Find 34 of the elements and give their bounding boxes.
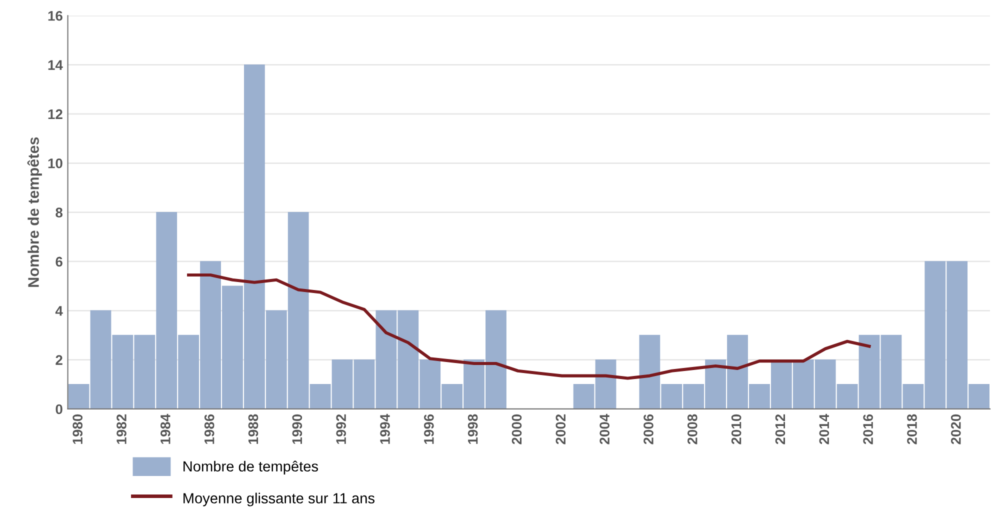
y-tick-label: 8 bbox=[56, 208, 63, 218]
x-tick-label: 1992 bbox=[336, 414, 346, 444]
x-tick-label: 2000 bbox=[512, 414, 522, 444]
x-tick-label: 2010 bbox=[731, 414, 742, 444]
x-tick-label: 1984 bbox=[160, 414, 170, 444]
x-tick-label: 2012 bbox=[775, 414, 786, 444]
y-tick-label: 16 bbox=[48, 10, 62, 21]
x-tick-label: 1982 bbox=[116, 414, 126, 444]
x-tick-label: 2002 bbox=[556, 414, 566, 444]
y-tick-label: 2 bbox=[56, 355, 62, 365]
x-tick-label: 2008 bbox=[687, 414, 698, 444]
y-tick-label: 0 bbox=[56, 404, 62, 414]
x-tick-label: 1994 bbox=[380, 414, 390, 444]
legend-label: Nombre de tempêtes bbox=[184, 460, 318, 474]
y-tick-label: 6 bbox=[56, 256, 62, 267]
x-tick-label: 2014 bbox=[819, 414, 830, 444]
y-tick-label: 14 bbox=[48, 60, 63, 70]
x-tick-label: 1980 bbox=[72, 414, 83, 444]
x-tick-label: 2020 bbox=[950, 414, 961, 444]
x-tick-label: 1990 bbox=[292, 414, 302, 444]
x-tick-label: 1986 bbox=[204, 414, 214, 444]
x-tick-label: 2004 bbox=[600, 414, 610, 444]
x-tick-label: 1996 bbox=[424, 414, 434, 444]
x-tick-label: 2016 bbox=[863, 414, 873, 444]
y-tick-label: 10 bbox=[48, 158, 62, 168]
line-series bbox=[187, 273, 871, 380]
y-tick-label: 12 bbox=[48, 109, 62, 119]
x-tick-label: 1988 bbox=[248, 414, 258, 444]
x-tick-label: 1998 bbox=[468, 414, 478, 444]
x-tick-label: 2006 bbox=[644, 414, 654, 444]
x-tick-label: 2018 bbox=[907, 414, 917, 444]
y-tick-label: 4 bbox=[55, 306, 63, 316]
legend-label: Moyenne glissante sur 11 ans bbox=[184, 492, 374, 506]
y-axis-title: Nombre de tempêtes bbox=[27, 137, 42, 287]
